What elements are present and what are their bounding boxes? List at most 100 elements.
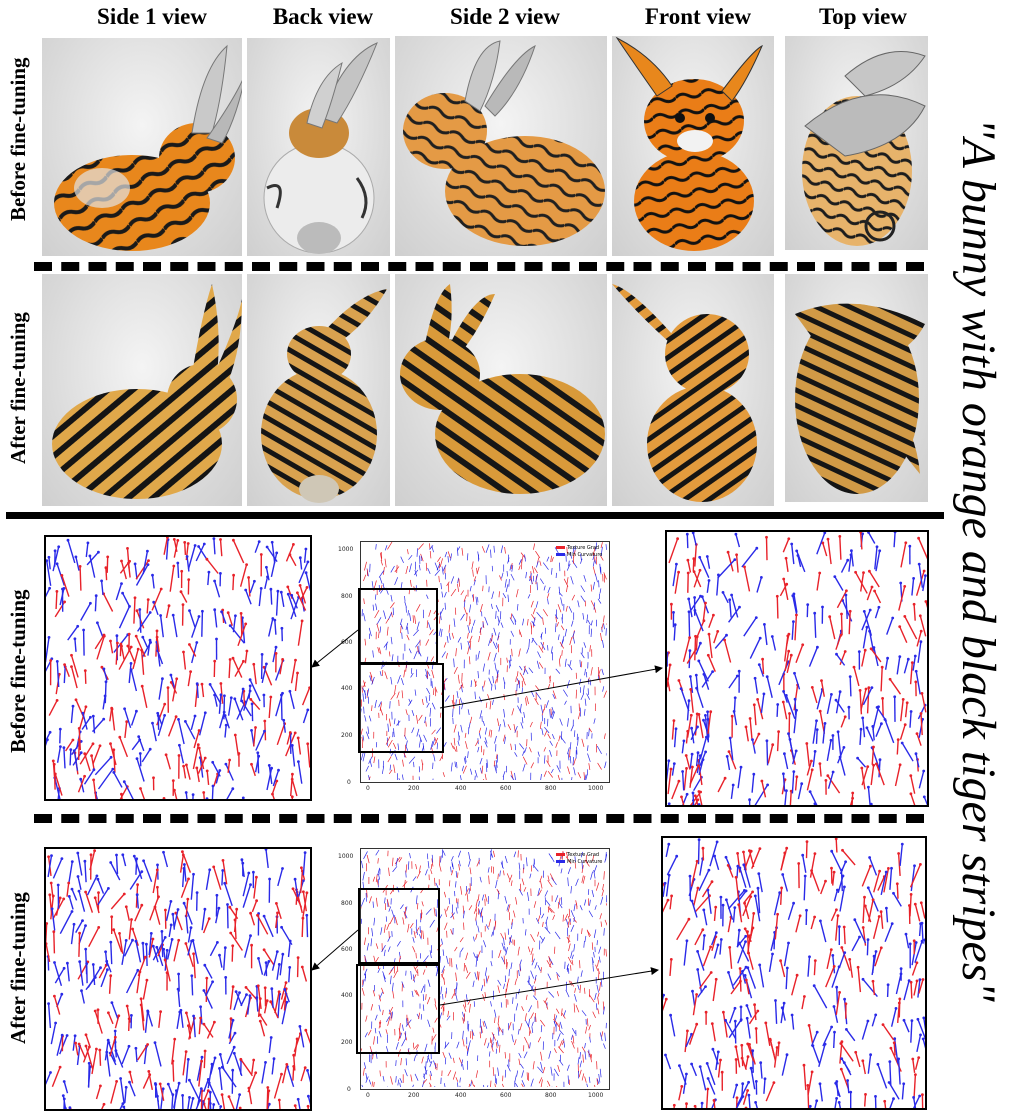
vector-glyph-head (697, 790, 701, 793)
vector-glyph (448, 897, 451, 905)
vector-glyph (695, 687, 704, 709)
vector-glyph (605, 544, 607, 550)
vector-glyph (375, 603, 378, 611)
vector-glyph (473, 576, 477, 582)
vector-glyph (604, 854, 607, 863)
vector-glyph (550, 646, 553, 654)
vector-glyph-head (74, 555, 78, 559)
vector-glyph (498, 724, 501, 732)
vector-glyph (913, 604, 916, 621)
vector-glyph-head (734, 532, 738, 536)
vector-glyph-head (46, 922, 49, 925)
vector-glyph (273, 1073, 283, 1099)
vector-glyph (404, 1069, 408, 1077)
vector-glyph (92, 745, 101, 764)
vector-glyph (398, 1028, 402, 1036)
vector-glyph (732, 966, 747, 986)
vector-glyph-head (129, 662, 133, 665)
vector-glyph (414, 615, 417, 624)
vector-glyph (577, 712, 581, 720)
vector-glyph (264, 576, 269, 590)
vector-glyph-head (728, 946, 732, 949)
vector-glyph (143, 1046, 148, 1065)
vector-glyph (559, 897, 561, 903)
vector-glyph (187, 940, 193, 956)
vector-glyph (364, 638, 367, 646)
vector-glyph (190, 715, 196, 730)
vector-glyph (187, 1097, 191, 1109)
vector-glyph-head (756, 698, 759, 701)
vector-glyph-head (48, 730, 52, 734)
vector-glyph (586, 1083, 588, 1087)
vector-glyph (581, 738, 585, 747)
vector-glyph (535, 574, 538, 583)
vector-glyph-head (134, 1046, 138, 1050)
vector-glyph-head (224, 762, 228, 766)
vector-glyph-head (79, 777, 83, 781)
vector-glyph (500, 862, 504, 869)
vector-glyph (382, 1009, 384, 1016)
vector-glyph (393, 728, 395, 738)
vector-glyph (871, 746, 875, 765)
vector-glyph-head (883, 1099, 887, 1103)
vector-glyph-head (909, 980, 913, 984)
vector-glyph (519, 665, 523, 671)
vector-glyph (115, 1050, 124, 1068)
vector-glyph (407, 549, 409, 555)
vector-glyph (812, 720, 818, 744)
vector-glyph (492, 641, 497, 650)
vector-glyph (857, 967, 862, 993)
vector-glyph (121, 592, 130, 606)
vector-glyph-head (159, 614, 162, 617)
vector-glyph (455, 648, 457, 657)
vector-glyph-head (281, 952, 285, 956)
vector-glyph-head (815, 719, 818, 723)
vector-glyph (430, 869, 433, 875)
vector-glyph (271, 542, 276, 564)
vector-glyph-head (291, 887, 295, 891)
vector-glyph (463, 962, 466, 972)
vector-glyph (185, 899, 189, 917)
vector-glyph-head (739, 979, 742, 983)
vector-glyph-head (215, 637, 218, 641)
vector-glyph-head (805, 908, 808, 912)
vector-glyph (893, 1042, 896, 1056)
vector-glyph (505, 988, 507, 998)
vector-glyph (494, 1074, 497, 1084)
vector-glyph-head (705, 1062, 709, 1065)
vector-glyph (161, 931, 164, 958)
vector-glyph (914, 940, 923, 963)
vector-glyph (115, 854, 119, 875)
vector-glyph (477, 746, 480, 753)
render-after-side1 (42, 274, 242, 506)
vector-glyph-head (709, 971, 713, 974)
vector-glyph-head (155, 868, 159, 872)
vector-glyph (909, 662, 913, 685)
vector-glyph (503, 870, 505, 876)
vector-glyph-head (211, 760, 215, 764)
vector-glyph (774, 1000, 778, 1024)
vector-glyph (187, 1025, 192, 1039)
vector-glyph (215, 895, 218, 917)
vector-glyph (451, 861, 453, 867)
vector-glyph-head (78, 565, 82, 568)
vector-glyph (247, 577, 251, 597)
vector-glyph (98, 964, 107, 979)
vector-glyph (386, 626, 389, 636)
vector-glyph (82, 629, 85, 656)
vector-glyph (110, 893, 125, 910)
vector-glyph-head (169, 681, 173, 684)
vector-glyph-head (96, 1008, 100, 1012)
vector-glyph (372, 990, 376, 997)
vector-glyph (412, 974, 417, 981)
vector-glyph-head (733, 558, 737, 561)
vector-glyph (196, 683, 199, 699)
row-label-top-before: Before fine-tuning (6, 57, 30, 221)
vector-glyph (756, 577, 763, 593)
vector-glyph (123, 939, 134, 957)
vector-glyph (509, 564, 512, 571)
vector-glyph-head (244, 588, 248, 592)
vector-glyph-head (60, 574, 64, 577)
vector-glyph-head (688, 636, 691, 640)
vector-glyph (561, 1040, 565, 1046)
